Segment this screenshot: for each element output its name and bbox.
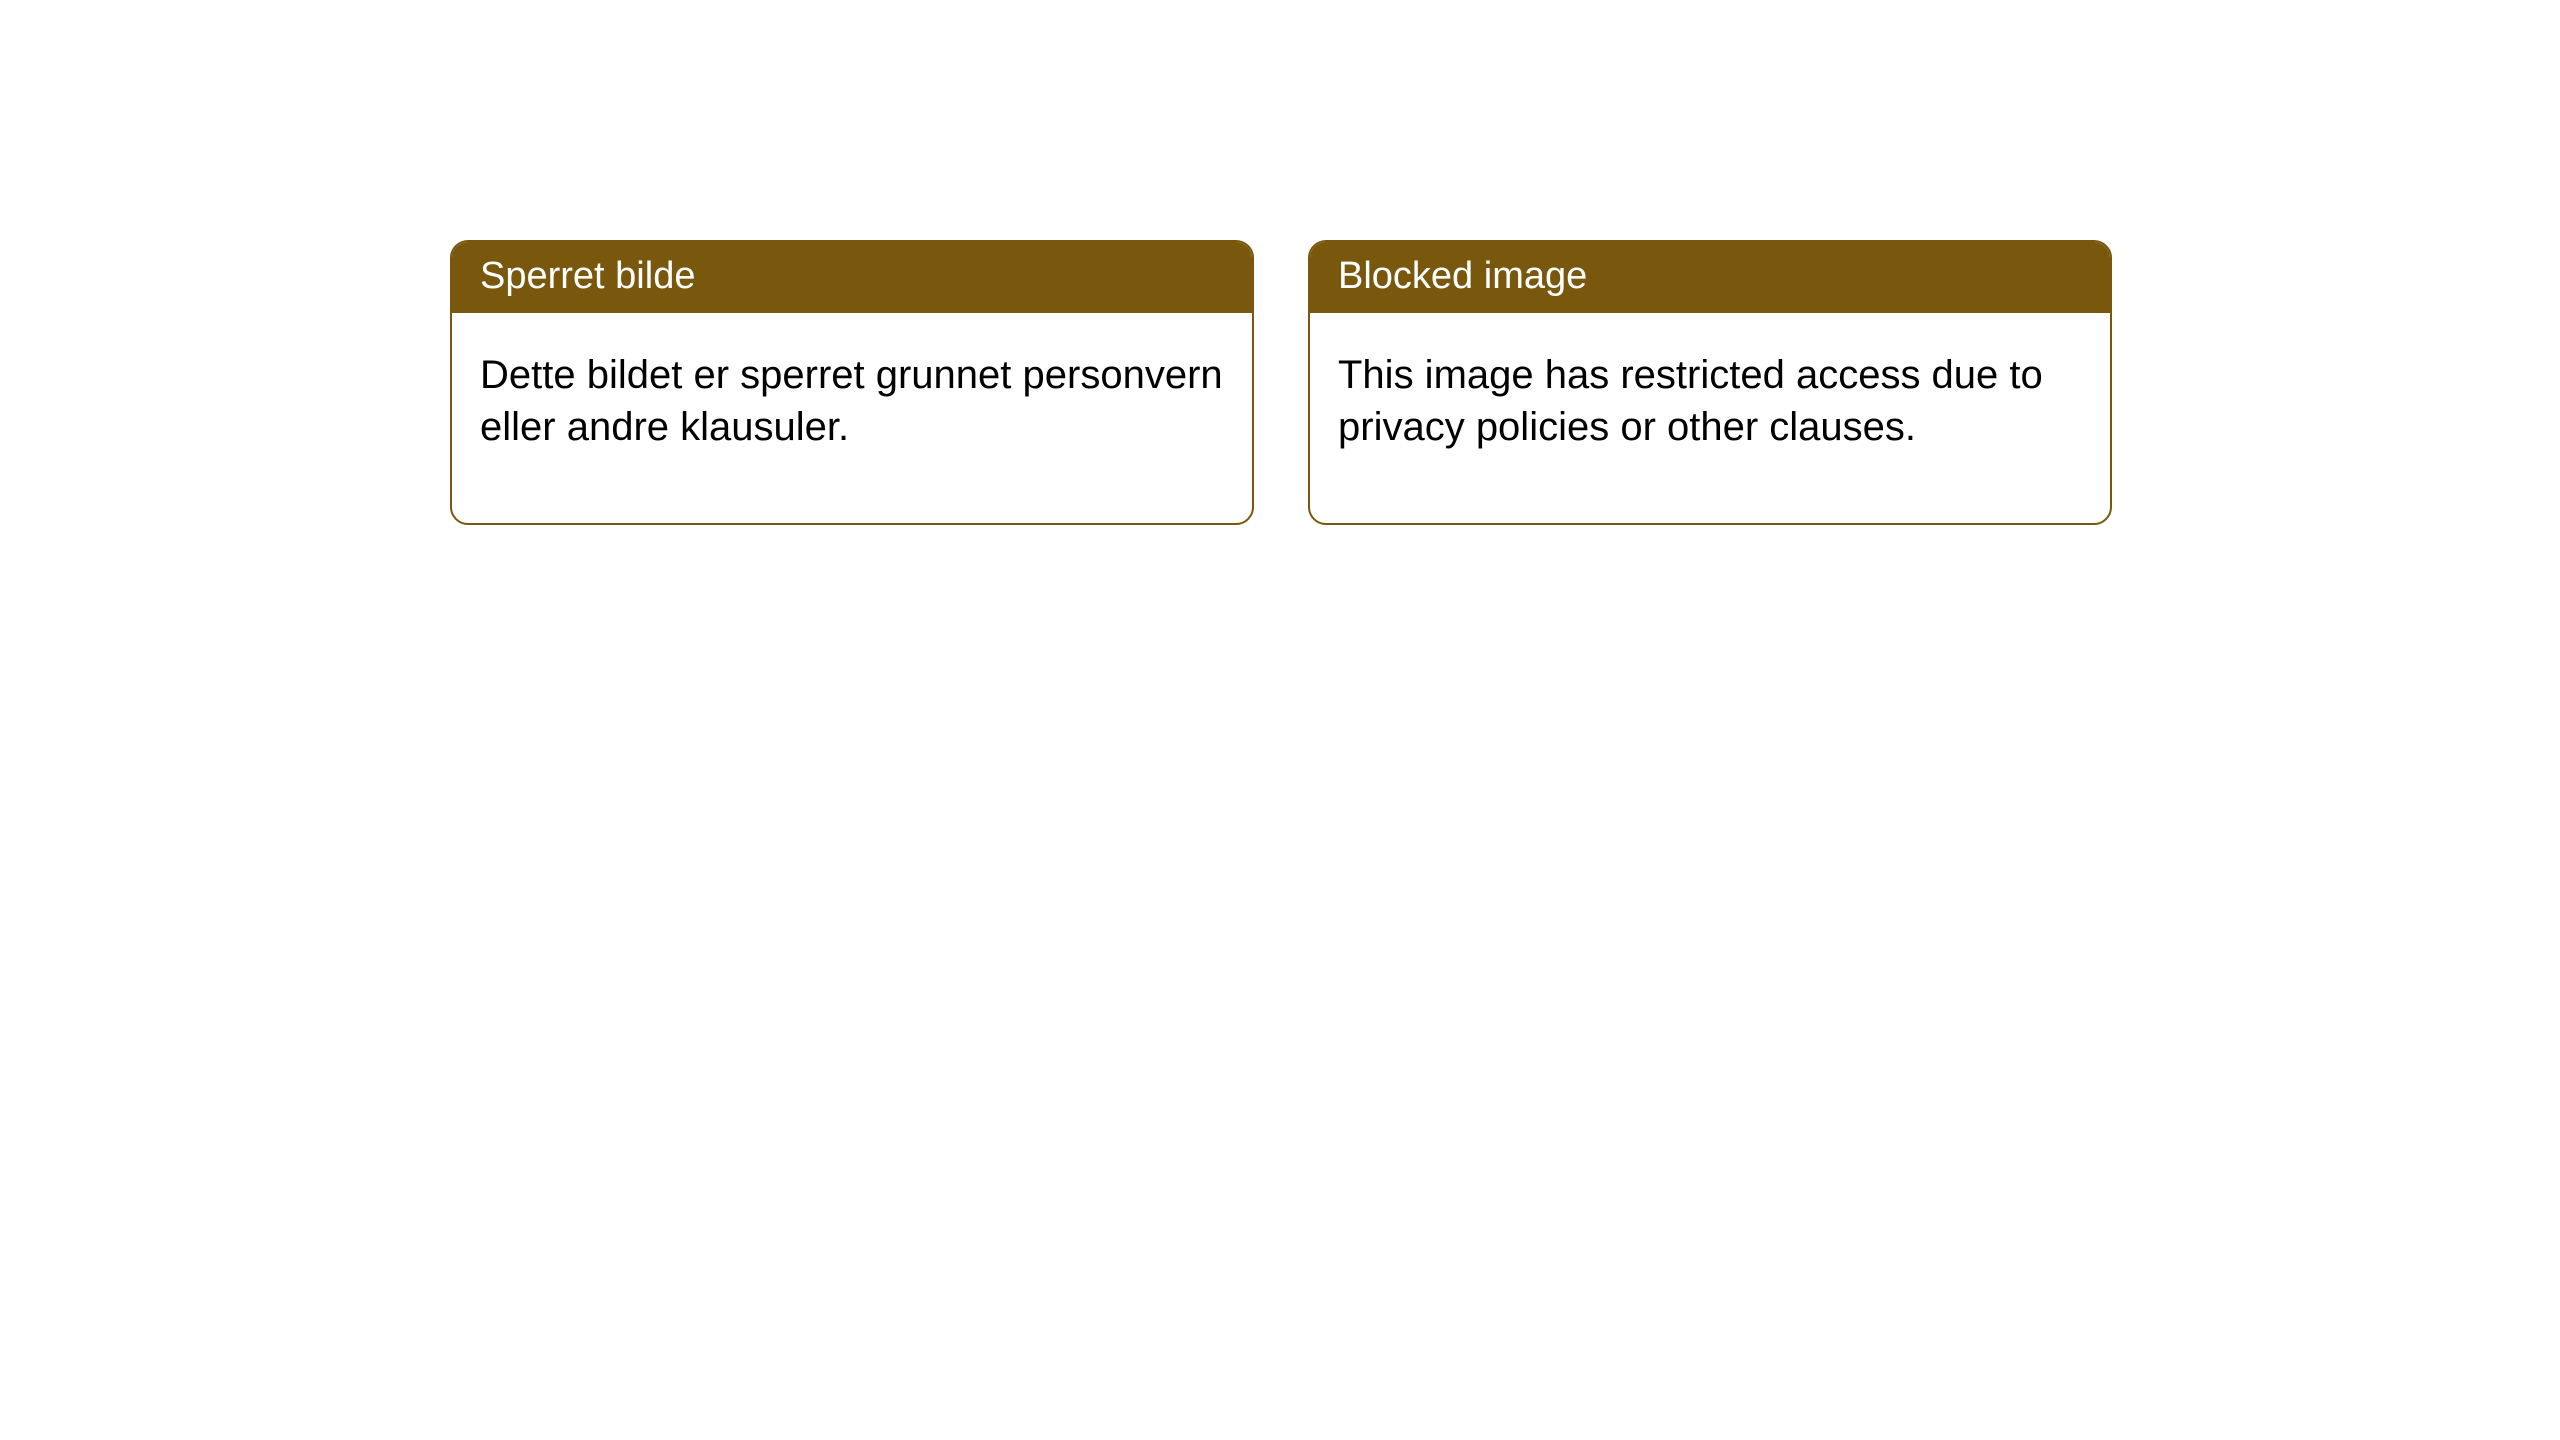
notice-card-title: Sperret bilde [452,242,1252,313]
notice-card-norwegian: Sperret bilde Dette bildet er sperret gr… [450,240,1254,525]
notice-cards-container: Sperret bilde Dette bildet er sperret gr… [0,0,2560,525]
notice-card-body: This image has restricted access due to … [1310,313,2110,523]
notice-card-body: Dette bildet er sperret grunnet personve… [452,313,1252,523]
notice-card-english: Blocked image This image has restricted … [1308,240,2112,525]
notice-card-title: Blocked image [1310,242,2110,313]
